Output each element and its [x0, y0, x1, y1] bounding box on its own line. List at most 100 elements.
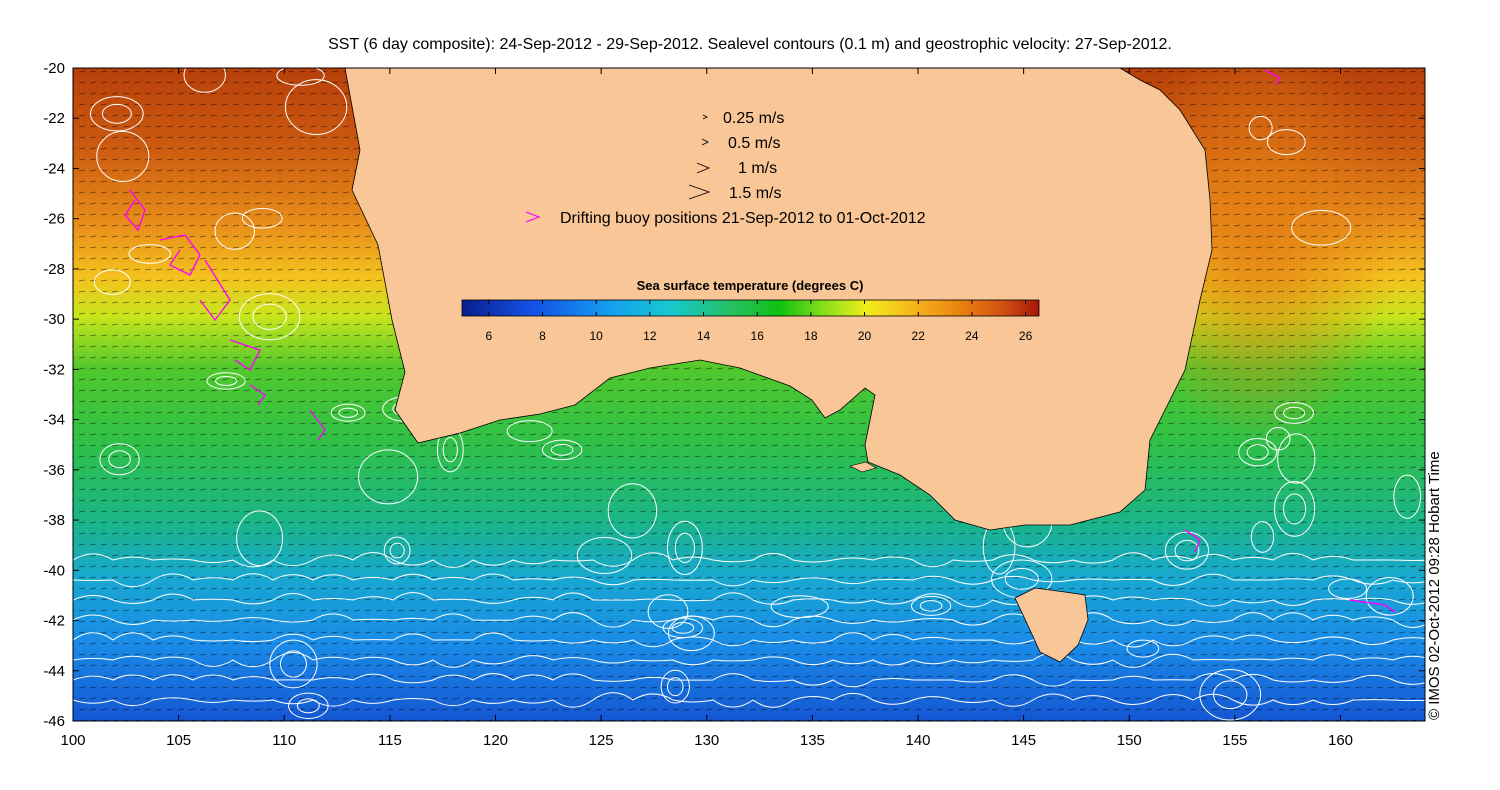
colorbar-tick-label: 6 [485, 329, 492, 343]
sealevel-contour [666, 677, 684, 697]
colorbar-tick-label: 20 [858, 329, 872, 343]
sealevel-contour [73, 573, 1425, 588]
sealevel-contour [252, 303, 287, 330]
sealevel-contour [1250, 521, 1275, 553]
colorbar-tick-label: 14 [697, 329, 711, 343]
sealevel-contour [206, 372, 246, 390]
buoy-arrow-icon [525, 211, 541, 223]
velocity-arrow-icon [696, 162, 711, 174]
y-tick-label: -44 [43, 663, 65, 680]
sealevel-contour [1291, 209, 1352, 246]
sealevel-contour [442, 436, 458, 463]
map-title: SST (6 day composite): 24-Sep-2012 - 29-… [328, 36, 1172, 53]
sealevel-contour [236, 510, 284, 567]
y-tick-label: -42 [43, 613, 65, 630]
x-tick-label: 135 [800, 732, 825, 749]
sealevel-contour [1265, 427, 1291, 451]
sealevel-contour [660, 669, 690, 704]
sealevel-contour [279, 650, 307, 678]
sealevel-contour [1126, 639, 1160, 658]
y-tick-label: -40 [43, 562, 65, 579]
buoy-track [159, 234, 201, 276]
sealevel-contour [647, 594, 689, 629]
sealevel-contour [214, 212, 255, 250]
y-tick-label: -32 [43, 361, 65, 378]
tasmania [1014, 587, 1089, 663]
y-tick-label: -20 [43, 60, 65, 77]
sealevel-contour [919, 600, 943, 612]
y-tick-label: -38 [43, 512, 65, 529]
sealevel-contour [389, 542, 405, 559]
buoy-track [1184, 529, 1201, 553]
sealevel-contour [73, 632, 1425, 648]
sealevel-contour [674, 532, 695, 564]
velocity-arrow-icon [702, 114, 709, 120]
x-tick-label: 105 [166, 732, 191, 749]
sealevel-contour [1248, 115, 1273, 141]
sealevel-contour [73, 552, 1425, 568]
colorbar-title: Sea surface temperature (degrees C) [637, 278, 864, 293]
sealevel-contours [73, 68, 1425, 721]
sealevel-contour [128, 244, 171, 264]
sealevel-contour [73, 612, 1425, 628]
y-tick-label: -26 [43, 211, 65, 228]
sealevel-contour [276, 68, 325, 86]
sealevel-contour [1283, 406, 1306, 420]
y-tick-label: -24 [43, 160, 65, 177]
sealevel-contour [910, 595, 952, 616]
sealevel-contour [338, 407, 358, 418]
velocity-legend: 0.25 m/s 0.5 m/s 1 m/s 1.5 m/s Drifting … [525, 110, 926, 227]
x-tick-label: 110 [272, 732, 296, 749]
sealevel-contour [73, 592, 1425, 608]
y-tick-label: -30 [43, 311, 65, 328]
sealevel-contour [90, 96, 144, 132]
sealevel-contour [241, 207, 283, 229]
velocity-arrow-icon [688, 184, 711, 200]
sealevel-contour [671, 622, 695, 634]
sealevel-contour [99, 443, 140, 476]
sealevel-contour [73, 672, 1425, 688]
sealevel-contour [607, 483, 658, 539]
sealevel-contour [330, 403, 366, 422]
x-tick-label: 160 [1328, 732, 1353, 749]
sealevel-contour [93, 269, 131, 295]
colorbar-tick-label: 8 [539, 329, 546, 343]
buoy-track [249, 384, 266, 406]
sealevel-contour [1274, 402, 1314, 424]
y-tick-label: -46 [43, 713, 65, 730]
sealevel-contour [1174, 539, 1200, 562]
velocity-arrow-icon [701, 138, 710, 146]
x-tick-label: 100 [60, 732, 85, 749]
sealevel-contour [1365, 576, 1414, 616]
buoy-track [1264, 69, 1282, 86]
sealevel-contour [96, 130, 150, 182]
sealevel-contour [183, 68, 226, 93]
sealevel-contour [1273, 481, 1316, 537]
colorbar-tick-label: 12 [643, 329, 657, 343]
sealevel-contour [215, 375, 238, 386]
y-tick-label: -22 [43, 110, 65, 127]
sealevel-contour [1283, 493, 1307, 525]
sealevel-contour [269, 639, 318, 689]
x-tick-label: 115 [378, 732, 402, 749]
sealevel-contour [666, 520, 703, 575]
sealevel-contour [108, 450, 131, 469]
x-tick-label: 125 [589, 732, 614, 749]
sealevel-contour [73, 652, 1425, 668]
velocity-legend-label: 1.5 m/s [729, 185, 781, 202]
sealevel-contour [1199, 669, 1262, 721]
sealevel-contour [358, 449, 419, 505]
x-tick-label: 150 [1117, 732, 1142, 749]
x-tick-label: 145 [1011, 732, 1036, 749]
colorbar-tick-label: 16 [751, 329, 765, 343]
x-tick-label: 120 [483, 732, 508, 749]
colorbar-tick-label: 26 [1019, 329, 1033, 343]
sealevel-contour [296, 698, 320, 714]
x-tick-label: 130 [694, 732, 719, 749]
buoy-track [229, 339, 261, 372]
sealevel-contour [1328, 578, 1368, 599]
colorbar-tick-label: 22 [912, 329, 926, 343]
y-tick-label: -36 [43, 462, 65, 479]
buoy-legend-label: Drifting buoy positions 21-Sep-2012 to 0… [560, 210, 926, 227]
